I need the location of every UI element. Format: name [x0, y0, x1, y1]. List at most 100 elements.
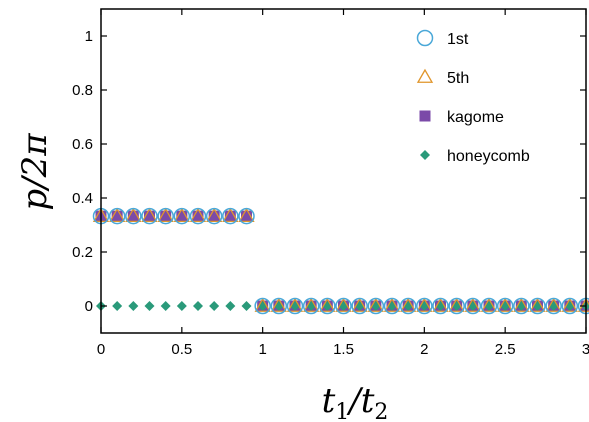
y-tick-label: 0.8 [72, 82, 93, 99]
point-1st-1 [108, 207, 126, 225]
x-tick-label: 2 [420, 341, 428, 358]
point-5th-24 [480, 297, 498, 312]
legend-label-1st: 1st [447, 31, 469, 48]
point-5th-19 [400, 297, 417, 312]
point-1st-15 [335, 297, 352, 315]
point-kagome-6 [192, 210, 204, 222]
legend-marker-5th [416, 68, 434, 83]
point-5th-2 [125, 207, 142, 222]
y-axis-label: p/2π [15, 133, 55, 211]
point-5th-11 [270, 297, 287, 312]
legend-marker-1st [416, 29, 434, 47]
point-kagome-8 [224, 210, 236, 222]
y-tick-label: 1 [85, 28, 93, 45]
point-kagome-3 [144, 210, 155, 222]
y-tick-label: 0.2 [72, 244, 93, 261]
point-5th-7 [206, 207, 223, 222]
data-marks [92, 207, 589, 315]
point-5th-15 [335, 297, 352, 312]
point-1st-5 [173, 207, 191, 225]
point-kagome-2 [127, 210, 139, 222]
point-1st-17 [367, 297, 385, 315]
point-kagome-7 [208, 210, 220, 222]
point-1st-27 [529, 297, 546, 315]
legend-label-honeycomb: honeycomb [447, 148, 530, 165]
point-1st-19 [399, 297, 417, 315]
point-5th-25 [497, 297, 514, 312]
point-1st-26 [513, 297, 530, 315]
point-5th-1 [109, 207, 126, 222]
point-1st-2 [125, 207, 142, 225]
point-honeycomb-9 [241, 301, 252, 311]
legend-marker-kagome [419, 110, 431, 122]
point-5th-8 [222, 207, 239, 222]
point-1st-20 [416, 297, 433, 315]
x-tick-label: 2.5 [495, 341, 516, 358]
x-tick-label: 3 [582, 341, 589, 358]
point-honeycomb-6 [193, 301, 203, 311]
point-1st-7 [205, 207, 223, 225]
x-tick-label: 0.5 [171, 341, 192, 358]
point-1st-8 [222, 207, 239, 225]
point-1st-3 [141, 207, 158, 225]
point-1st-9 [238, 207, 255, 225]
x-tick-label: 1.5 [333, 341, 354, 358]
point-1st-21 [432, 297, 449, 315]
point-honeycomb-4 [160, 301, 171, 311]
point-kagome-4 [160, 210, 172, 222]
point-5th-27 [529, 297, 546, 312]
plot-frame [100, 8, 587, 334]
point-5th-21 [432, 297, 449, 312]
y-tick-label: 0 [85, 298, 93, 315]
axis-ticks: 0 0.5 1 1.5 2 2.5 3 0 0.2 0.4 0.6 0.8 1 [72, 9, 589, 358]
point-5th-28 [545, 297, 562, 312]
point-1st-22 [448, 297, 465, 315]
point-kagome-9 [241, 210, 252, 222]
point-5th-22 [448, 297, 465, 312]
point-kagome-5 [176, 210, 188, 222]
y-tick-label: 0.4 [72, 190, 93, 207]
point-5th-29 [561, 297, 578, 312]
point-1st-16 [351, 297, 368, 315]
legend: 1st 5th kagome honeycomb [416, 29, 530, 165]
point-honeycomb-3 [144, 301, 155, 311]
point-5th-26 [513, 297, 530, 312]
point-5th-6 [189, 207, 207, 222]
point-honeycomb-1 [112, 301, 123, 311]
point-honeycomb-8 [225, 301, 236, 311]
legend-label-5th: 5th [447, 70, 469, 87]
point-1st-4 [157, 207, 174, 225]
point-honeycomb-7 [209, 301, 220, 311]
point-1st-13 [302, 297, 320, 315]
x-axis-label: t1/t2 [322, 381, 389, 422]
point-5th-17 [367, 297, 384, 312]
point-5th-9 [238, 207, 255, 222]
x-tick-label: 0 [97, 341, 105, 358]
x-tick-label: 1 [258, 341, 266, 358]
point-kagome-1 [111, 210, 123, 222]
point-5th-12 [286, 297, 304, 312]
legend-marker-honeycomb [420, 150, 430, 160]
legend-label-kagome: kagome [447, 109, 504, 126]
point-5th-10 [254, 297, 271, 312]
y-tick-label: 0.6 [72, 136, 93, 153]
point-1st-12 [286, 297, 304, 315]
point-1st-28 [545, 297, 562, 315]
point-honeycomb-2 [128, 301, 139, 311]
point-5th-5 [173, 207, 190, 222]
point-5th-20 [416, 297, 433, 312]
point-5th-14 [319, 297, 336, 312]
point-5th-23 [464, 297, 481, 312]
point-5th-4 [157, 207, 174, 222]
point-5th-3 [141, 207, 158, 222]
point-5th-16 [351, 297, 368, 312]
point-1st-6 [189, 207, 207, 225]
point-honeycomb-5 [176, 301, 187, 311]
point-1st-10 [254, 297, 271, 315]
point-1st-24 [480, 297, 498, 315]
point-1st-11 [270, 297, 288, 315]
point-1st-14 [319, 297, 336, 315]
point-5th-13 [303, 297, 320, 312]
point-5th-18 [383, 297, 401, 312]
